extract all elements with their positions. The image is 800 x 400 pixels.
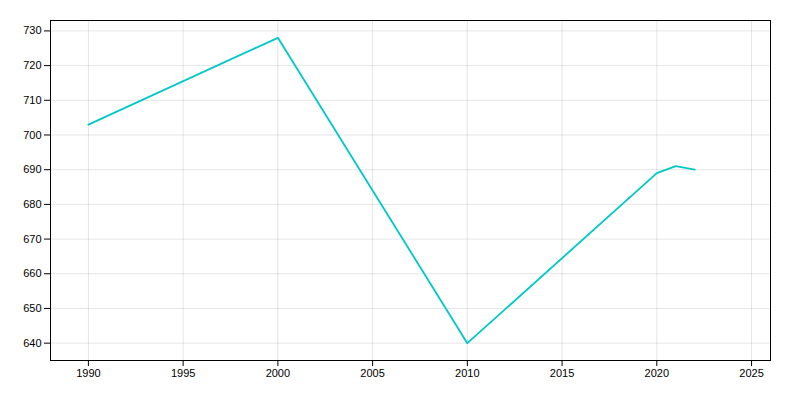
svg-text:690: 690 — [23, 163, 41, 175]
svg-text:2020: 2020 — [645, 367, 669, 379]
svg-text:660: 660 — [23, 267, 41, 279]
svg-text:1995: 1995 — [171, 367, 195, 379]
svg-text:720: 720 — [23, 59, 41, 71]
svg-text:700: 700 — [23, 129, 41, 141]
svg-text:650: 650 — [23, 302, 41, 314]
svg-text:2010: 2010 — [455, 367, 479, 379]
svg-text:2005: 2005 — [360, 367, 384, 379]
svg-text:710: 710 — [23, 94, 41, 106]
svg-text:2015: 2015 — [550, 367, 574, 379]
svg-text:2025: 2025 — [739, 367, 763, 379]
svg-text:730: 730 — [23, 24, 41, 36]
svg-text:670: 670 — [23, 233, 41, 245]
svg-text:2000: 2000 — [266, 367, 290, 379]
svg-text:1990: 1990 — [76, 367, 100, 379]
svg-text:680: 680 — [23, 198, 41, 210]
svg-text:640: 640 — [23, 337, 41, 349]
